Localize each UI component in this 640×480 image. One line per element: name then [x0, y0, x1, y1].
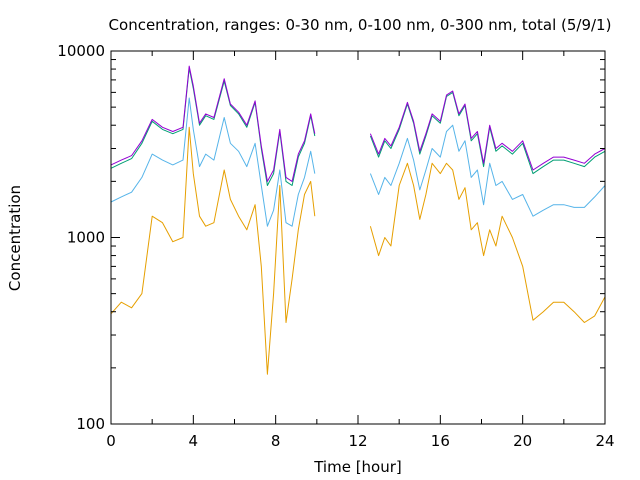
- series-line-3: [110, 97, 606, 227]
- x-tick-label: 20: [513, 432, 532, 450]
- series-line-4: [110, 126, 606, 375]
- x-tick-label: 12: [348, 432, 367, 450]
- plot-frame: [110, 50, 606, 425]
- y-tick-label: 10000: [57, 42, 105, 60]
- y-axis-title: Concentration: [6, 185, 24, 291]
- x-tick-label: 24: [595, 432, 614, 450]
- x-tick-label: 16: [431, 432, 450, 450]
- series-line-1: [110, 65, 606, 182]
- x-axis-title: Time [hour]: [313, 458, 402, 476]
- chart-title: Concentration, ranges: 0-30 nm, 0-100 nm…: [109, 16, 612, 34]
- x-tick-label: 0: [106, 432, 116, 450]
- tick-labels-layer: 0 4 8 12 16 20 24 100 1000 10000: [57, 42, 614, 450]
- y-tick-label: 100: [76, 415, 105, 433]
- x-tick-label: 4: [189, 432, 199, 450]
- x-tick-label: 8: [271, 432, 281, 450]
- y-tick-label: 1000: [67, 229, 105, 247]
- series-layer: [110, 65, 606, 375]
